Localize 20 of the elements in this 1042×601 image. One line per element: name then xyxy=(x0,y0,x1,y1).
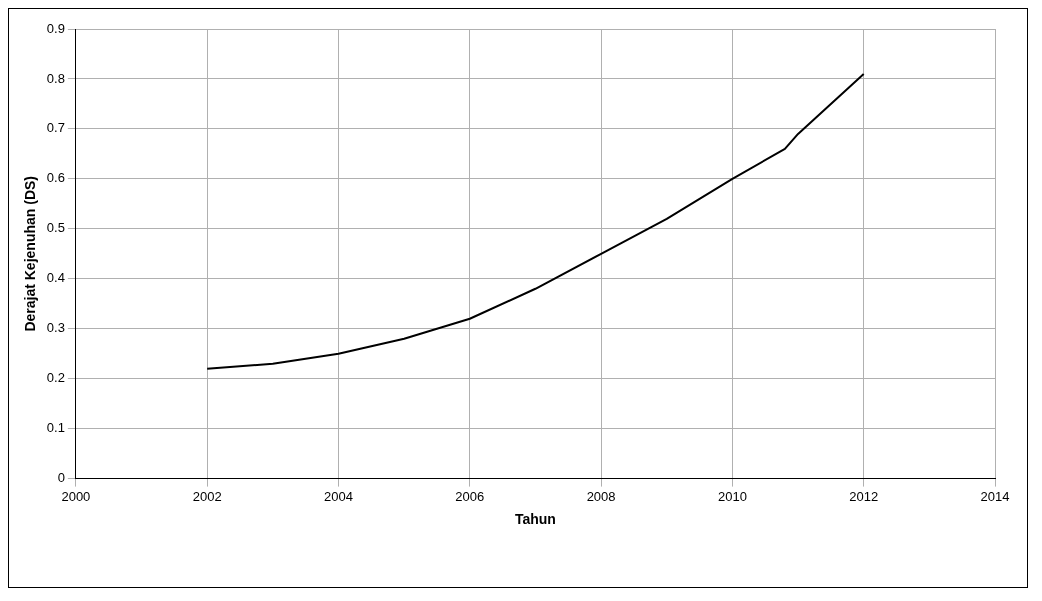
y-tick-label: 0.8 xyxy=(46,70,65,86)
x-tick-label: 2012 xyxy=(849,488,879,504)
y-tick-label: 0 xyxy=(57,470,65,486)
y-tick-label: 0.5 xyxy=(46,220,65,236)
x-tick-label: 2002 xyxy=(192,488,222,504)
x-tick-label: 2010 xyxy=(717,488,747,504)
y-tick-label: 0.9 xyxy=(46,20,65,36)
x-tick-label: 2004 xyxy=(324,488,353,504)
y-tick-label: 0.1 xyxy=(46,420,65,436)
x-tick-label: 2008 xyxy=(586,488,616,504)
y-tick-label: 0.7 xyxy=(46,120,65,136)
y-tick-label: 0.6 xyxy=(46,170,65,186)
y-tick-label: 0.4 xyxy=(46,270,65,286)
x-tick-label: 2006 xyxy=(455,488,485,504)
y-tick-label: 0.3 xyxy=(46,320,65,336)
y-tick-label: 0.2 xyxy=(46,370,65,386)
y-axis-title: Derajat Kejenuhan (DS) xyxy=(22,176,39,332)
x-axis-title: Tahun xyxy=(514,511,556,528)
x-tick-label: 2014 xyxy=(980,488,1010,504)
x-tick-label: 2000 xyxy=(61,488,91,504)
